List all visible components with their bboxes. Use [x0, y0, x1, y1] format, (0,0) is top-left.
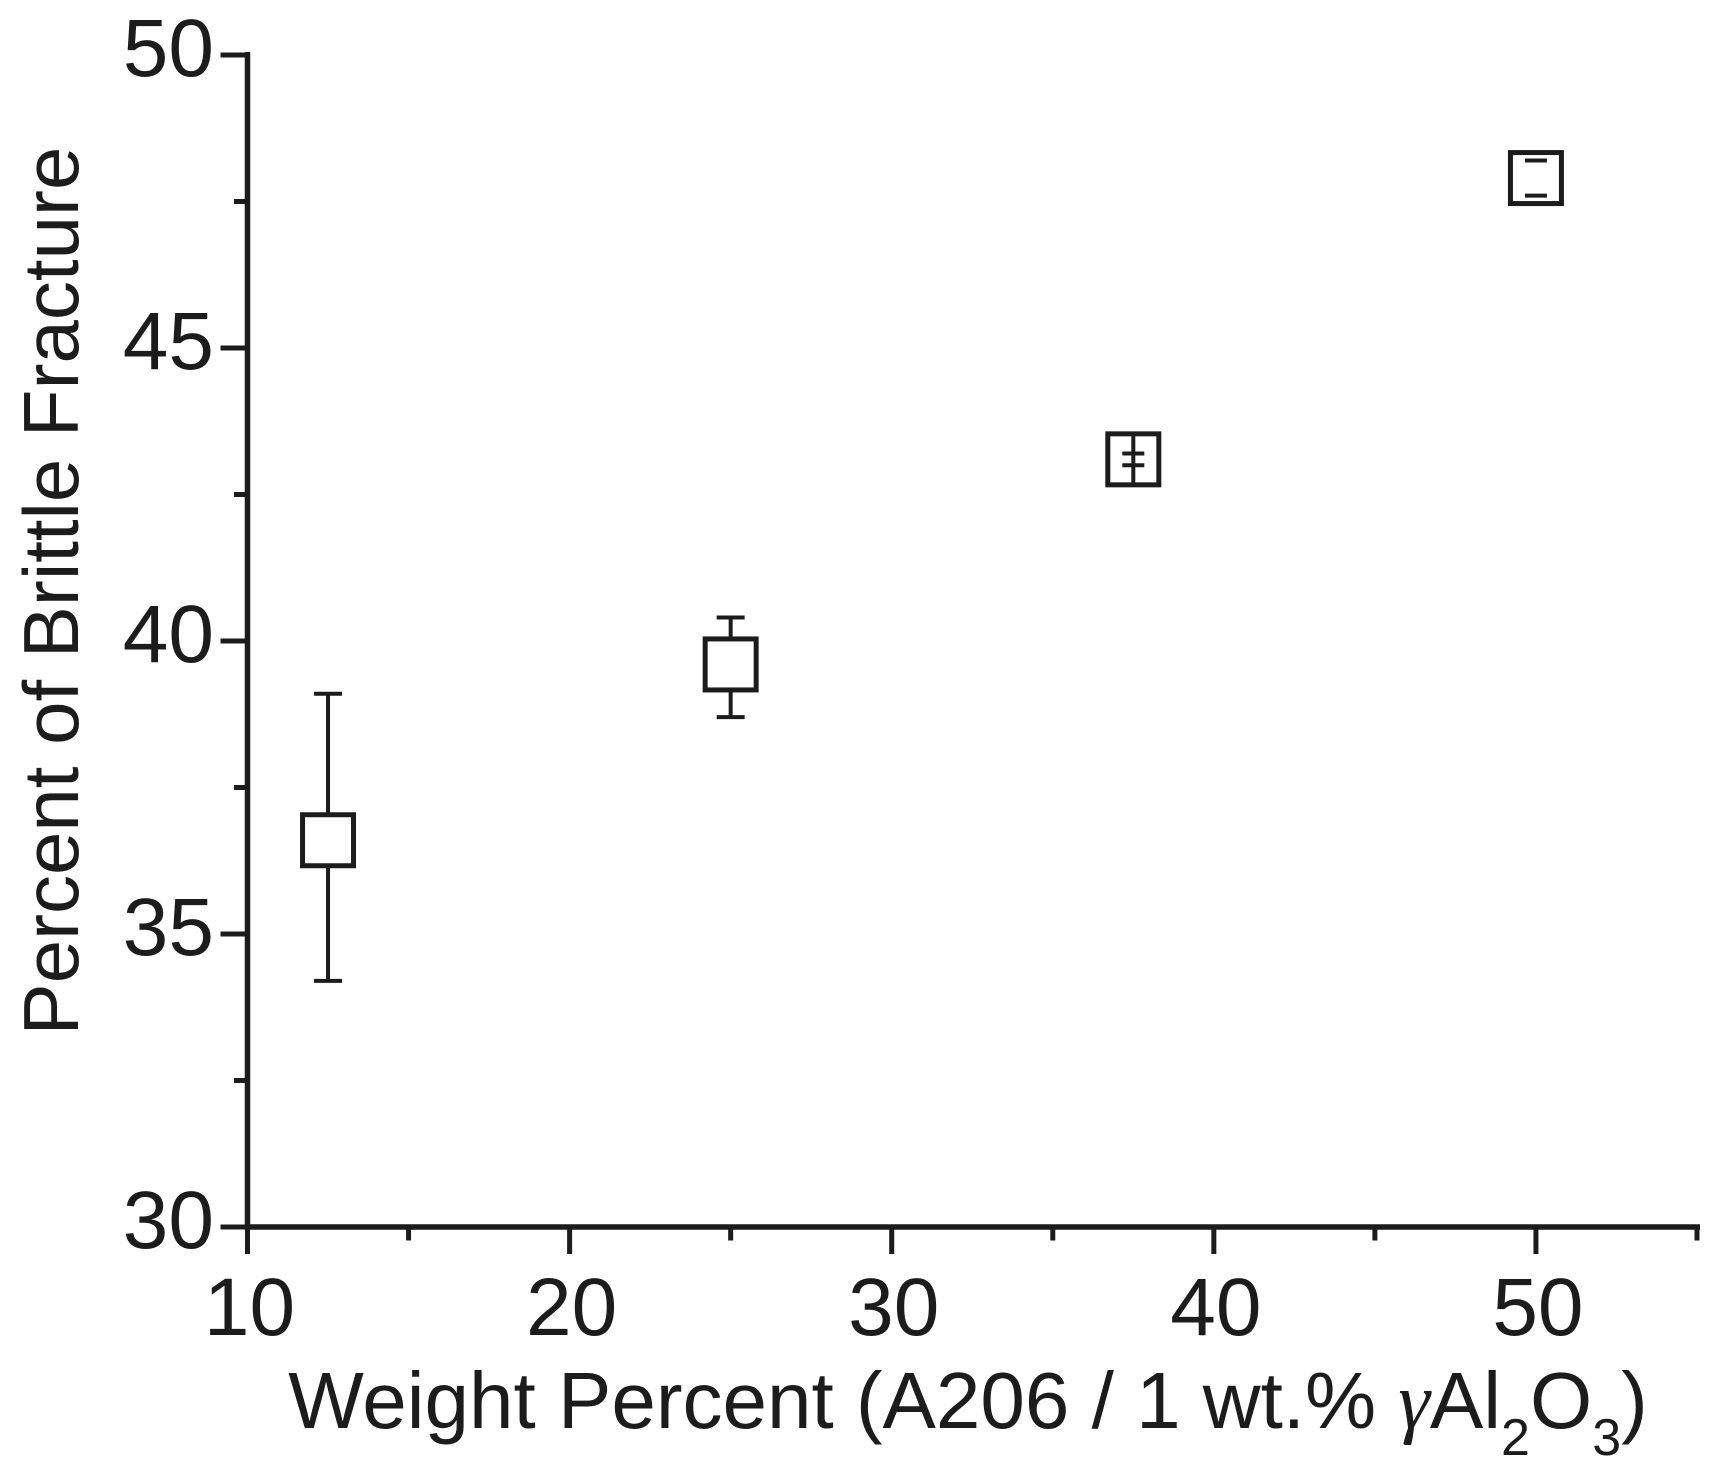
data-point — [300, 691, 357, 983]
y-tick-label: 40 — [123, 589, 214, 680]
axis-spines — [244, 52, 1700, 1230]
data-point — [702, 615, 759, 720]
square-marker — [300, 812, 357, 869]
y-axis: 50 45 40 35 30 — [123, 3, 248, 1266]
x-tick-label: 10 — [204, 1262, 295, 1353]
y-axis-title: Percent of Brittle Fracture — [7, 147, 95, 1036]
data-point — [1105, 431, 1162, 488]
x-axis: 10 20 30 40 50 — [204, 1227, 1700, 1353]
y-tick-label: 35 — [123, 882, 214, 973]
series-percent-brittle-fracture — [300, 150, 1564, 983]
y-tick-label: 45 — [123, 296, 214, 387]
x-tick-label: 40 — [1170, 1262, 1261, 1353]
square-marker — [702, 636, 759, 693]
y-tick-label: 50 — [123, 3, 214, 94]
y-tick-label: 30 — [123, 1175, 214, 1266]
x-tick-label: 20 — [526, 1262, 617, 1353]
x-axis-title: Weight Percent (A206 / 1 wt.% γAl2O3) — [288, 1356, 1648, 1467]
data-point — [1507, 150, 1564, 207]
x-tick-label: 30 — [848, 1262, 939, 1353]
x-tick-label: 50 — [1492, 1262, 1583, 1353]
